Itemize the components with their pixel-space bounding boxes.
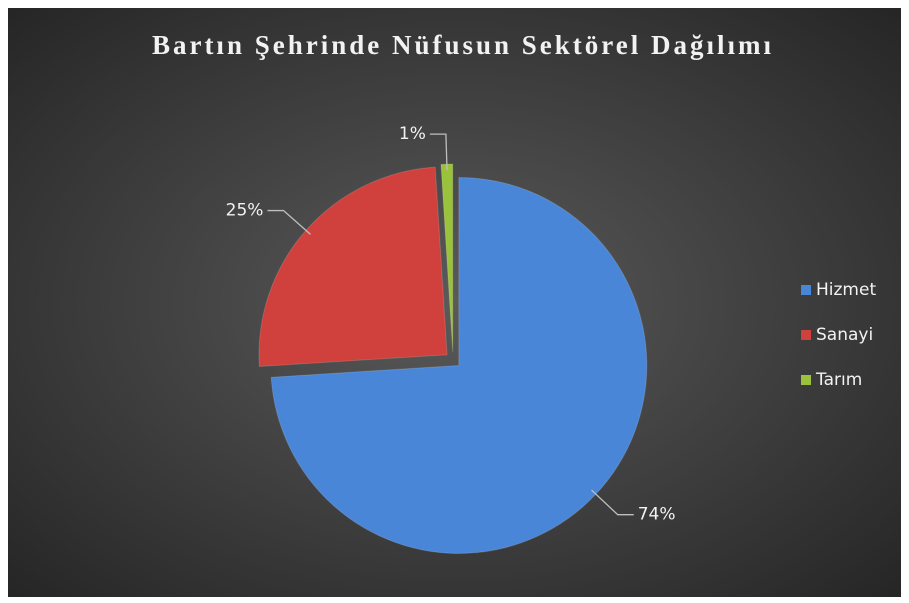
leader-line <box>591 489 634 516</box>
legend-label: Hizmet <box>816 280 876 300</box>
legend-swatch <box>801 375 811 385</box>
data-label: 74% <box>638 505 676 525</box>
chart-title: Bartın Şehrinde Nüfusun Sektörel Dağılım… <box>152 30 774 60</box>
legend-label: Tarım <box>815 370 862 390</box>
data-label: 25% <box>226 201 264 221</box>
legend-swatch <box>801 330 811 340</box>
leader-line <box>267 209 311 235</box>
leader-line <box>429 133 448 171</box>
legend-label: Sanayi <box>816 325 873 345</box>
legend-swatch <box>801 285 811 295</box>
data-label: 1% <box>399 124 426 144</box>
